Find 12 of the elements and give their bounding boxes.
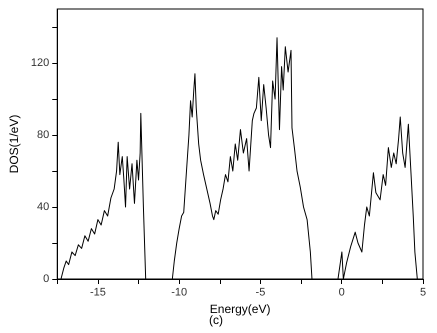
x-tick-label: -15	[90, 286, 106, 298]
y-tick-label: 120	[30, 57, 50, 69]
y-tick-label: 0	[43, 273, 50, 285]
y-tick-label: 40	[37, 201, 50, 213]
x-tick-label: 5	[420, 286, 426, 298]
y-tick-label: 80	[37, 129, 50, 141]
y-axis-title: DOS(1/eV)	[7, 114, 21, 174]
text: (c)	[209, 313, 223, 327]
x-tick-label: -5	[256, 286, 266, 298]
x-tick-label: 0	[338, 286, 345, 298]
x-axis-title: Energy(eV)	[210, 302, 270, 316]
x-tick-label: -10	[171, 286, 188, 298]
